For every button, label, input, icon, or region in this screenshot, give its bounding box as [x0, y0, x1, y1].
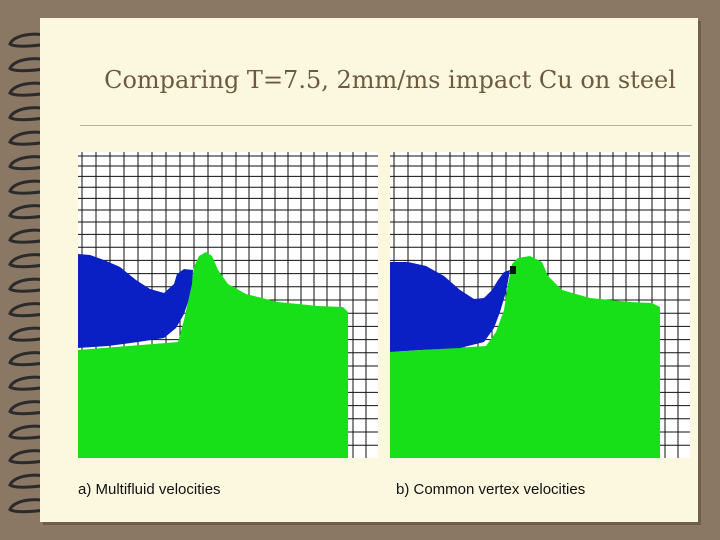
- title-divider: [80, 125, 692, 126]
- steel-target-region: [390, 256, 660, 458]
- interface-artifact: [510, 266, 516, 274]
- common-vertex-simulation-plot: [390, 152, 690, 458]
- steel-target-region: [78, 252, 348, 458]
- caption-panel-a: a) Multifluid velocities: [78, 481, 221, 498]
- simulation-panel-a: [78, 152, 378, 458]
- copper-projectile-region: [78, 254, 193, 348]
- simulation-panel-b: [390, 152, 690, 458]
- multifluid-simulation-plot: [78, 152, 378, 458]
- copper-projectile-region: [390, 262, 510, 352]
- slide-title: Comparing T=7.5, 2mm/ms impact Cu on ste…: [104, 66, 676, 94]
- caption-panel-b: b) Common vertex velocities: [396, 481, 586, 498]
